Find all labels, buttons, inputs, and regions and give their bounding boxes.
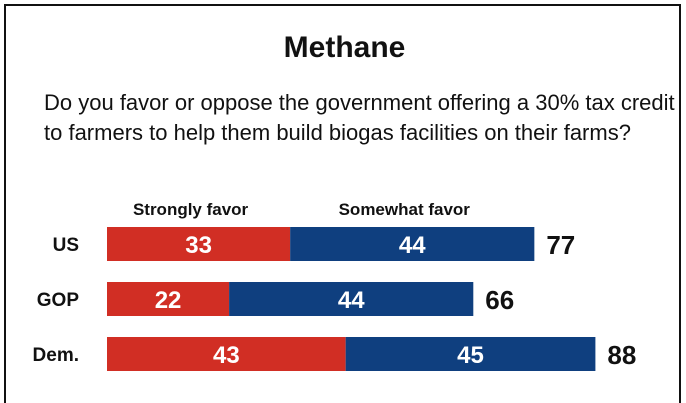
data-label: 33 [185, 232, 212, 259]
chart-subtitle: Do you favor or oppose the government of… [44, 90, 675, 145]
total-label: 77 [546, 230, 575, 260]
bar-segment [107, 282, 230, 316]
data-label: 43 [213, 342, 240, 369]
category-label: GOP [37, 290, 80, 311]
bar-segment [107, 337, 346, 371]
data-label: 44 [338, 287, 365, 314]
data-label: 22 [155, 287, 182, 314]
legend-label-0: Strongly favor [133, 200, 249, 219]
legend-label-1: Somewhat favor [339, 200, 471, 219]
bar-segment [107, 227, 291, 261]
total-label: 66 [485, 285, 514, 315]
data-label: 45 [457, 342, 484, 369]
total-label: 88 [607, 340, 636, 370]
category-label: US [53, 235, 79, 256]
chart-frame: Methane Do you favor or oppose the gover… [4, 4, 681, 403]
bar-segment [345, 337, 596, 371]
bar-segment [229, 282, 474, 316]
chart-title: Methane [283, 31, 406, 64]
data-label: 44 [399, 232, 426, 259]
category-label: Dem. [33, 345, 79, 366]
bar-segment [290, 227, 535, 261]
